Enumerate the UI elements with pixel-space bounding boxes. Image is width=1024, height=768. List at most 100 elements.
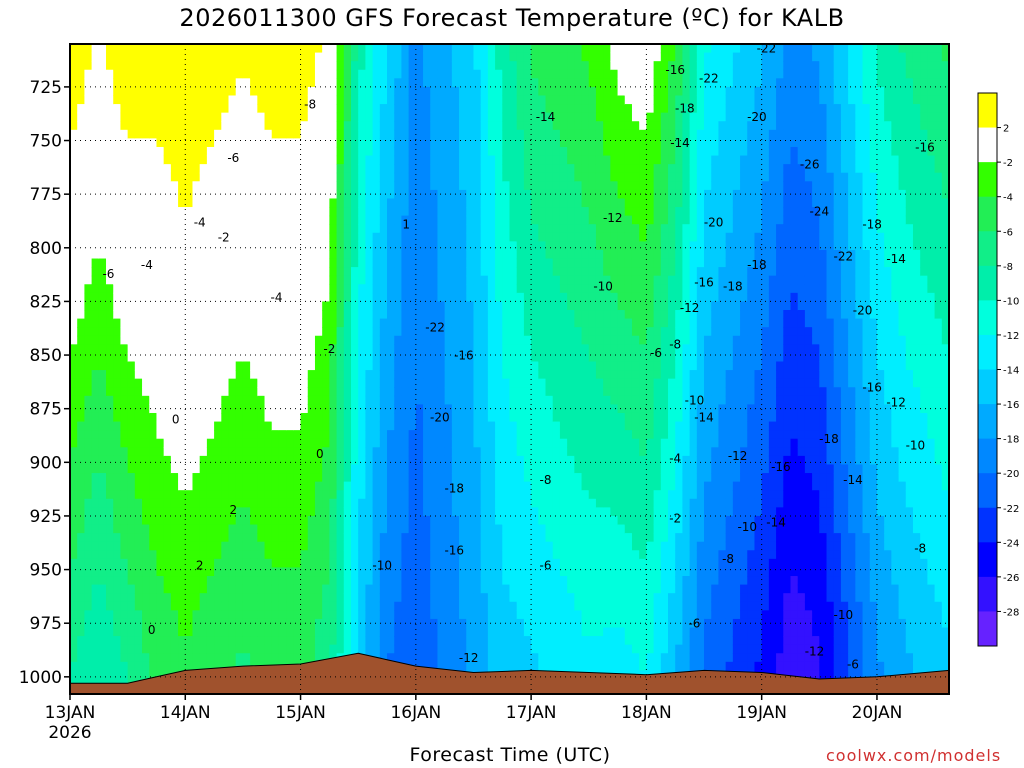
heat-cell	[142, 661, 150, 671]
heat-cell	[314, 275, 323, 285]
heat-cell	[199, 129, 208, 139]
heat-cell	[70, 198, 78, 208]
heat-cell	[437, 404, 446, 414]
heat-cell	[286, 627, 294, 637]
heat-cell	[286, 249, 294, 260]
heat-cell	[502, 86, 511, 97]
heat-cell	[451, 78, 460, 88]
heat-cell	[264, 627, 273, 637]
heat-cell	[495, 181, 503, 191]
heat-cell	[538, 335, 547, 345]
heat-cell	[480, 249, 489, 260]
heat-cell	[286, 387, 294, 397]
heat-cell	[185, 112, 194, 122]
heat-cell	[278, 61, 287, 71]
heat-cell	[113, 215, 122, 225]
heat-cell	[163, 215, 172, 225]
heat-cell	[329, 421, 338, 431]
heat-cell	[185, 533, 194, 543]
heat-cell	[106, 327, 114, 337]
heat-cell	[257, 361, 266, 371]
heat-cell	[473, 249, 482, 260]
heat-cell	[531, 52, 539, 62]
heat-cell	[408, 430, 417, 440]
heat-cell	[77, 498, 85, 508]
heat-cell	[495, 533, 503, 543]
heat-cell	[408, 533, 417, 543]
heat-cell	[300, 473, 309, 483]
heat-cell	[531, 541, 539, 551]
heat-cell	[430, 464, 439, 474]
heat-cell	[228, 627, 237, 637]
heat-cell	[329, 644, 338, 654]
heat-cell	[394, 172, 403, 182]
heat-cell	[120, 438, 129, 448]
heat-cell	[531, 95, 539, 105]
heat-cell	[300, 249, 309, 260]
heat-cell	[170, 515, 179, 526]
heat-cell	[437, 370, 446, 380]
heat-cell	[98, 498, 107, 508]
heat-cell	[113, 44, 122, 54]
heat-cell	[336, 507, 345, 517]
heat-cell	[199, 370, 208, 380]
heat-cell	[372, 627, 381, 637]
heat-cell	[538, 44, 547, 54]
heat-cell	[451, 129, 460, 139]
heat-cell	[516, 481, 525, 491]
heat-cell	[300, 224, 309, 234]
heat-cell	[408, 44, 417, 54]
heat-cell	[430, 576, 439, 586]
heat-cell	[206, 567, 215, 577]
heat-cell	[149, 44, 158, 54]
heat-cell	[134, 215, 143, 225]
heat-cell	[257, 412, 266, 423]
heat-cell	[343, 507, 352, 517]
heat-cell	[415, 618, 424, 629]
heat-cell	[221, 112, 230, 122]
heat-cell	[466, 164, 475, 174]
heat-cell	[70, 310, 78, 320]
heat-cell	[314, 541, 323, 551]
heat-cell	[178, 438, 186, 448]
heat-cell	[307, 301, 316, 311]
heat-cell	[516, 550, 525, 560]
heat-cell	[271, 198, 280, 208]
heat-cell	[314, 95, 323, 105]
heat-cell	[379, 155, 388, 165]
heat-cell	[430, 189, 439, 200]
heat-cell	[329, 490, 338, 500]
heat-cell	[163, 327, 172, 337]
heat-cell	[228, 636, 237, 646]
heat-cell	[242, 601, 251, 611]
heat-cell	[206, 473, 215, 483]
heat-cell	[163, 310, 172, 320]
heat-cell	[178, 627, 186, 637]
heat-cell	[379, 421, 388, 431]
heat-cell	[206, 86, 215, 97]
heat-cell	[221, 104, 230, 114]
heat-cell	[523, 61, 532, 71]
heat-cell	[206, 215, 215, 225]
heat-cell	[206, 344, 215, 354]
heat-cell	[379, 455, 388, 466]
heat-cell	[250, 292, 258, 303]
heat-cell	[401, 69, 410, 79]
heat-cell	[214, 327, 222, 337]
heat-cell	[300, 181, 309, 191]
heat-cell	[271, 378, 280, 388]
heat-cell	[408, 172, 417, 182]
heat-cell	[264, 533, 273, 543]
heat-cell	[401, 207, 410, 217]
heat-cell	[415, 292, 424, 303]
heat-cell	[264, 198, 273, 208]
heat-cell	[358, 395, 366, 405]
heat-cell	[415, 344, 424, 354]
heat-cell	[350, 378, 359, 388]
heat-cell	[372, 224, 381, 234]
heat-cell	[106, 241, 114, 251]
heat-cell	[430, 292, 439, 303]
heat-cell	[523, 198, 532, 208]
heat-cell	[480, 207, 489, 217]
heat-cell	[278, 404, 287, 414]
